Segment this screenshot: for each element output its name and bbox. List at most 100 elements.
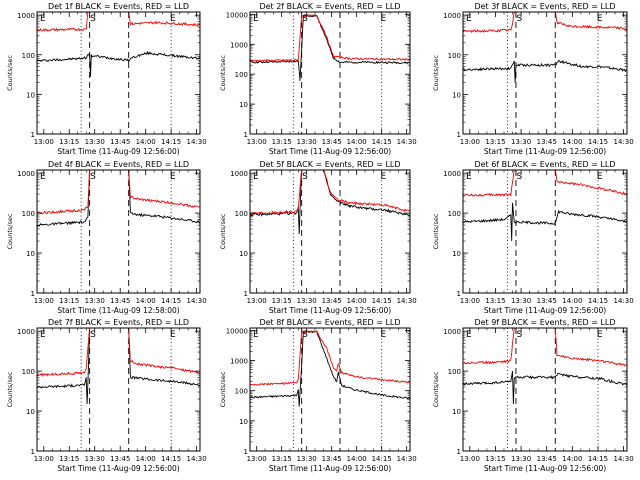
y-axis-label: Counts/sec <box>432 371 440 407</box>
y-tick-label: 1000 <box>230 41 248 49</box>
x-tick-label: 13:45 <box>322 138 342 146</box>
x-tick-label: 13:30 <box>511 138 531 146</box>
x-tick-label: 14:00 <box>136 138 156 146</box>
y-axis-label: Counts/sec <box>219 371 227 407</box>
y-tick-label: 10000 <box>226 327 248 335</box>
x-tick-label: 13:45 <box>537 297 557 305</box>
x-tick-label: 13:30 <box>85 455 105 463</box>
y-axis-label: Counts/sec <box>6 371 14 407</box>
y-tick-label: 100 <box>235 71 248 79</box>
marker-label: E <box>466 172 472 182</box>
series-line <box>463 12 627 33</box>
x-tick-label: 13:00 <box>34 138 54 146</box>
chart-title: Det 4f BLACK = Events, RED = LLD <box>48 160 189 169</box>
y-tick-label: 1000 <box>17 12 35 20</box>
y-tick-label: 1000 <box>230 170 248 178</box>
y-tick-label: 1 <box>244 290 248 298</box>
chart-panel-2: Det 2f BLACK = Events, RED = LLD Counts/s… <box>219 2 417 156</box>
x-tick-label: 14:15 <box>588 455 608 463</box>
x-tick-label: 13:00 <box>460 297 480 305</box>
y-axis-label: Counts/sec <box>219 55 227 91</box>
plot-frame <box>36 169 201 294</box>
marker-label: E <box>253 330 259 340</box>
marker-label: E <box>380 14 386 24</box>
x-axis-label: Start Time (11-Aug-09 12:56:00) <box>57 464 179 473</box>
chart-panel-5: Det 5f BLACK = Events, RED = LLD Counts/s… <box>219 160 417 315</box>
y-tick-label: 10 <box>26 91 35 99</box>
y-tick-label: 10000 <box>226 11 248 19</box>
x-axis-label: Start Time (11-Aug-09 12:56:00) <box>269 147 391 156</box>
chart-title: Det 6f BLACK = Events, RED = LLD <box>474 160 615 169</box>
series-line <box>37 328 200 405</box>
chart-title: Det 2f BLACK = Events, RED = LLD <box>259 2 400 11</box>
x-tick-label: 14:30 <box>613 455 633 463</box>
y-tick-label: 10 <box>239 250 248 258</box>
marker-label: E <box>170 14 176 24</box>
x-tick-label: 14:30 <box>613 297 633 305</box>
series-line <box>463 59 627 83</box>
y-tick-label: 100 <box>448 210 461 218</box>
marker-label: E <box>597 172 603 182</box>
y-axis-label: Counts/sec <box>6 55 14 91</box>
x-axis-label: Start Time (11-Aug-09 12:58:00) <box>57 306 179 315</box>
chart-title: Det 1f BLACK = Events, RED = LLD <box>48 2 189 11</box>
x-tick-label: 14:30 <box>187 297 207 305</box>
plot-frame <box>249 169 411 294</box>
series-line <box>250 170 410 215</box>
x-tick-label: 13:15 <box>272 138 292 146</box>
y-tick-label: 10 <box>239 418 248 426</box>
x-tick-label: 13:00 <box>460 138 480 146</box>
series-line <box>37 12 200 32</box>
x-axis-label: Start Time (11-Aug-09 12:56:00) <box>269 306 391 315</box>
chart-title: Det 3f BLACK = Events, RED = LLD <box>474 2 615 11</box>
marker-label: S <box>90 172 96 182</box>
x-axis-label: Start Time (11-Aug-09 12:56:00) <box>269 464 391 473</box>
marker-label: E <box>170 330 176 340</box>
x-tick-label: 14:15 <box>161 297 181 305</box>
chart-panel-3: Det 3f BLACK = Events, RED = LLD Counts/s… <box>432 2 634 156</box>
x-tick-label: 13:15 <box>59 297 79 305</box>
x-tick-label: 13:00 <box>34 455 54 463</box>
x-tick-label: 14:15 <box>588 138 608 146</box>
y-axis-label: Counts/sec <box>432 213 440 249</box>
chart-panel-7: Det 7f BLACK = Events, RED = LLD Counts/s… <box>6 318 207 473</box>
marker-label: S <box>517 14 523 24</box>
y-tick-label: 1 <box>244 131 248 139</box>
x-tick-label: 13:15 <box>272 455 292 463</box>
series-line <box>463 328 627 367</box>
x-tick-label: 13:45 <box>537 455 557 463</box>
x-tick-label: 13:00 <box>460 455 480 463</box>
chart-title: Det 5f BLACK = Events, RED = LLD <box>259 160 400 169</box>
chart-panel-9: Det 9f BLACK = Events, RED = LLD Counts/s… <box>432 318 634 473</box>
y-tick-label: 1000 <box>443 170 461 178</box>
series-line <box>250 330 410 407</box>
x-tick-label: 14:30 <box>397 297 417 305</box>
x-tick-label: 14:00 <box>562 297 582 305</box>
x-tick-label: 13:15 <box>272 297 292 305</box>
x-tick-label: 14:00 <box>562 455 582 463</box>
y-tick-label: 100 <box>22 210 35 218</box>
y-tick-label: 10 <box>26 408 35 416</box>
x-tick-label: 14:15 <box>372 297 392 305</box>
x-tick-label: 14:00 <box>136 455 156 463</box>
y-tick-label: 100 <box>235 210 248 218</box>
x-tick-label: 13:15 <box>59 455 79 463</box>
y-tick-label: 100 <box>22 368 35 376</box>
x-tick-label: 13:30 <box>511 455 531 463</box>
y-tick-label: 1 <box>457 131 461 139</box>
y-axis-label: Counts/sec <box>219 213 227 249</box>
y-tick-label: 100 <box>448 368 461 376</box>
x-tick-label: 13:15 <box>485 297 505 305</box>
marker-label: E <box>170 172 176 182</box>
chart-title: Det 7f BLACK = Events, RED = LLD <box>48 318 189 327</box>
y-tick-label: 10 <box>26 250 35 258</box>
y-tick-label: 100 <box>22 52 35 60</box>
marker-label: E <box>40 172 46 182</box>
x-tick-label: 13:00 <box>247 455 267 463</box>
plot-frame <box>462 11 628 135</box>
y-tick-label: 1000 <box>230 358 248 366</box>
x-tick-label: 13:15 <box>485 138 505 146</box>
plot-frame <box>249 11 411 135</box>
chart-panel-1: Det 1f BLACK = Events, RED = LLD Counts/s… <box>6 2 207 156</box>
